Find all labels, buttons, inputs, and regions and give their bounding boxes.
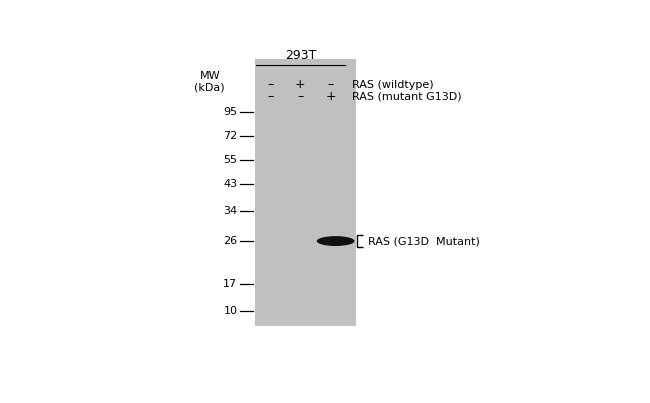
Text: –: – bbox=[328, 78, 333, 91]
Text: –: – bbox=[267, 90, 273, 103]
Text: 34: 34 bbox=[224, 206, 237, 216]
Text: 55: 55 bbox=[224, 155, 237, 165]
Text: 10: 10 bbox=[224, 306, 237, 316]
Bar bbox=[255, 59, 356, 326]
Text: MW: MW bbox=[200, 71, 220, 81]
Text: 17: 17 bbox=[224, 279, 237, 289]
Text: 43: 43 bbox=[224, 179, 237, 189]
Text: RAS (wildtype): RAS (wildtype) bbox=[352, 80, 434, 89]
Text: 72: 72 bbox=[223, 131, 237, 141]
Text: 95: 95 bbox=[224, 108, 237, 117]
Text: 293T: 293T bbox=[285, 49, 316, 62]
Text: –: – bbox=[267, 78, 273, 91]
Text: RAS (mutant G13D): RAS (mutant G13D) bbox=[352, 91, 462, 102]
Text: –: – bbox=[297, 90, 304, 103]
Text: 26: 26 bbox=[224, 236, 237, 246]
Text: +: + bbox=[325, 90, 336, 103]
Text: RAS (G13D  Mutant): RAS (G13D Mutant) bbox=[369, 236, 480, 246]
Text: (kDa): (kDa) bbox=[194, 82, 225, 92]
Ellipse shape bbox=[317, 236, 354, 246]
Text: +: + bbox=[295, 78, 306, 91]
